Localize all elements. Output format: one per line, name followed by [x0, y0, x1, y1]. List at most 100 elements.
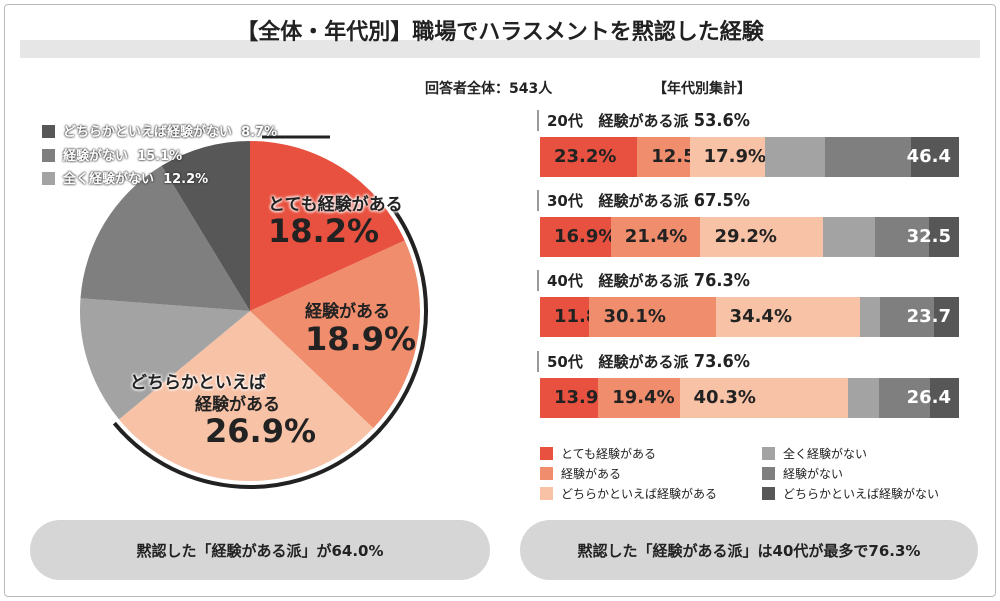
bar-segment	[879, 378, 930, 418]
experienced-total: 76.3%	[693, 270, 750, 291]
bar-segment: 23.2%	[540, 137, 638, 177]
title-band	[20, 40, 980, 58]
bar-segment: 21.4%	[610, 217, 701, 257]
legend-label: どちらかといえば経験がない	[63, 125, 233, 140]
legend-label: どちらかといえば経験がない	[783, 487, 940, 501]
stacked-bar: 11.8% 30.1% 34.4% 23.7	[540, 297, 959, 337]
legend-swatch	[42, 149, 55, 162]
pie-slice	[80, 165, 250, 311]
not-experienced-total: 32.5	[906, 226, 951, 247]
segment-label: 40.3%	[693, 387, 756, 408]
bar-segment: 11.8%	[540, 297, 616, 337]
bar-segment	[929, 217, 959, 257]
age-group-label: 40代 経験がある派 76.3%	[537, 270, 750, 291]
group-caption: 経験がある派	[598, 112, 689, 130]
age-group: 40代	[547, 272, 583, 290]
pie-value-somewhat: 26.9%	[205, 412, 317, 450]
pie-value-exp: 18.9%	[305, 320, 417, 358]
segment-label: 23.2%	[554, 146, 617, 167]
experienced-total: 67.5%	[693, 190, 750, 211]
bar-segment: 30.1%	[589, 297, 716, 337]
pie-label-very: とても経験がある	[268, 195, 403, 215]
pie-label-somewhat-2: 経験がある	[195, 395, 280, 415]
age-group: 30代	[547, 192, 583, 210]
legend-label: どちらかといえば経験がある	[561, 487, 718, 501]
legend-label: 経験がある	[561, 467, 622, 481]
age-group: 50代	[547, 353, 583, 371]
by-age-heading: 【年代別集計】	[653, 81, 751, 97]
bar-segment	[848, 378, 880, 418]
summary-right: 黙認した「経験がある派」は40代が最多で76.3%	[520, 520, 978, 580]
bar-legend-item: とても経験がある	[540, 445, 656, 462]
pie-slice	[250, 240, 420, 429]
segment-label: 16.9%	[554, 226, 617, 247]
bar-segment: 12.5%	[637, 137, 714, 177]
legend-swatch	[42, 125, 55, 138]
pie-slice	[250, 141, 405, 311]
bar-legend-item: どちらかといえば経験がない	[762, 485, 939, 502]
group-caption: 経験がある派	[598, 353, 689, 371]
legend-swatch	[762, 467, 775, 480]
legend-label: 経験がない	[63, 149, 129, 164]
bar-segment	[879, 297, 935, 337]
age-group-label: 50代 経験がある派 73.6%	[537, 351, 750, 372]
legend-swatch	[540, 467, 553, 480]
stacked-bar: 13.9% 19.4% 40.3% 26.4	[540, 378, 959, 418]
pie-label-exp: 経験がある	[305, 302, 390, 322]
bar-segment	[825, 137, 912, 177]
pie-slice	[161, 141, 250, 311]
pie-legend-item: どちらかといえば経験がない 8.7%	[42, 121, 277, 140]
bar-legend-item: 経験がない	[762, 465, 843, 482]
stacked-bar: 23.2% 12.5% 17.9% 46.4	[540, 137, 959, 177]
highlight-arc	[112, 206, 428, 489]
stacked-bar: 16.9% 21.4% 29.2% 32.5	[540, 217, 959, 257]
legend-swatch	[762, 487, 775, 500]
age-group: 20代	[547, 112, 583, 130]
bar-segment	[911, 137, 959, 177]
legend-label: 全く経験がない	[63, 172, 155, 187]
segment-label: 30.1%	[603, 306, 666, 327]
segment-label: 21.4%	[624, 226, 688, 247]
not-experienced-total: 26.4	[906, 387, 951, 408]
pie-slice	[80, 298, 250, 420]
summary-left: 黙認した「経験がある派」が64.0%	[30, 520, 490, 580]
legend-value: 12.2%	[163, 172, 209, 187]
legend-label: 経験がない	[783, 467, 844, 481]
not-experienced-total: 46.4	[906, 146, 951, 167]
pie-legend-item: 全く経験がない 12.2%	[42, 168, 208, 187]
bar-segment	[859, 297, 880, 337]
legend-swatch	[540, 487, 553, 500]
age-group-label: 30代 経験がある派 67.5%	[537, 190, 750, 211]
legend-swatch	[540, 447, 553, 460]
not-experienced-total: 23.7	[906, 306, 951, 327]
bar-segment: 17.9%	[689, 137, 767, 177]
experienced-total: 53.6%	[693, 110, 750, 131]
bar-segment: 16.9%	[540, 217, 616, 257]
legend-value: 8.7%	[241, 125, 278, 140]
legend-swatch	[762, 447, 775, 460]
legend-value: 15.1%	[137, 149, 183, 164]
bar-segment	[764, 137, 826, 177]
bar-segment	[874, 217, 930, 257]
group-caption: 経験がある派	[598, 192, 689, 210]
bar-legend-item: 経験がある	[540, 465, 621, 482]
pie-slice	[119, 311, 374, 481]
pie-label-somewhat-1: どちらかといえば	[130, 373, 266, 393]
age-group-label: 20代 経験がある派 53.6%	[537, 110, 750, 131]
frame	[4, 4, 996, 597]
segment-label: 19.4%	[612, 387, 675, 408]
legend-swatch	[42, 172, 55, 185]
bar-legend-item: どちらかといえば経験がある	[540, 485, 717, 502]
segment-label: 17.9%	[703, 146, 767, 167]
legend-label: 全く経験がない	[783, 447, 868, 461]
bar-segment: 40.3%	[679, 378, 849, 418]
bar-segment	[822, 217, 875, 257]
respondents-count: 回答者全体：543人	[425, 81, 553, 97]
pie-legend-item: 経験がない 15.1%	[42, 145, 182, 164]
bar-segment: 13.9%	[540, 378, 616, 418]
bar-segment: 19.4%	[598, 378, 680, 418]
bar-legend-item: 全く経験がない	[762, 445, 867, 462]
page-title: 【全体・年代別】職場でハラスメントを黙認した経験	[236, 20, 764, 45]
